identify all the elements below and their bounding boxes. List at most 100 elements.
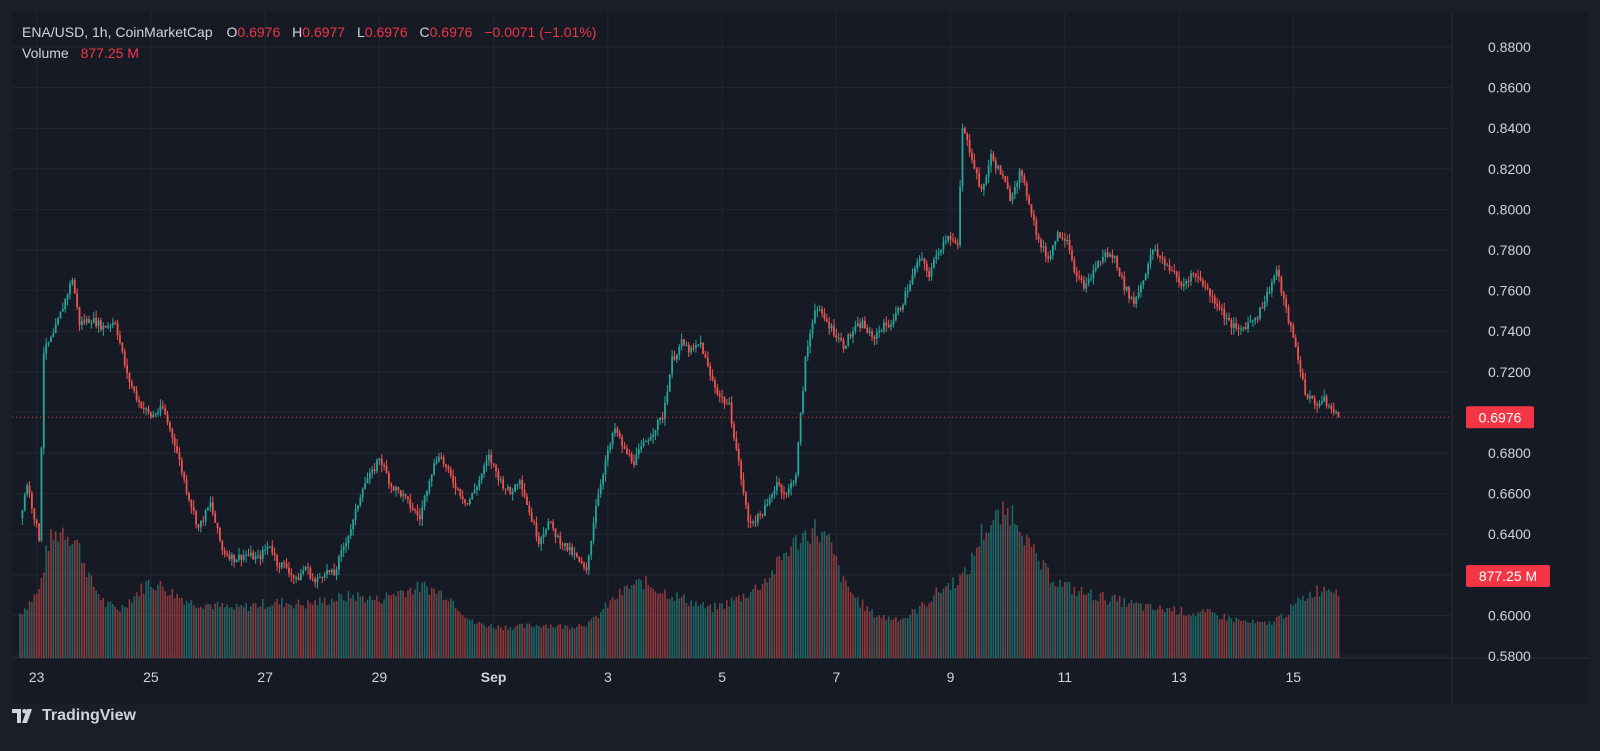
volume-bar bbox=[626, 585, 628, 658]
candle-body bbox=[799, 413, 802, 443]
volume-bar bbox=[1168, 608, 1171, 658]
volume-bar bbox=[733, 600, 735, 658]
volume-bar bbox=[278, 604, 281, 658]
symbol-label[interactable]: ENA/USD, 1h, CoinMarketCap bbox=[22, 24, 213, 40]
volume-bar bbox=[1183, 615, 1185, 658]
candle-body bbox=[752, 521, 754, 523]
candle-body bbox=[219, 527, 221, 541]
volume-legend: Volume 877.25 M bbox=[22, 45, 139, 61]
candle-body bbox=[1149, 254, 1152, 264]
candle-body bbox=[1230, 320, 1233, 328]
candle-body bbox=[852, 331, 854, 337]
volume-bar bbox=[935, 587, 938, 658]
candle-body bbox=[906, 291, 909, 293]
candle-body bbox=[138, 399, 140, 403]
candle-body bbox=[1109, 254, 1111, 257]
candle-body bbox=[844, 345, 847, 349]
volume-bar bbox=[123, 607, 126, 658]
candle-body bbox=[471, 492, 474, 500]
volume-bar bbox=[940, 593, 942, 658]
volume-bar bbox=[1249, 622, 1252, 658]
volume-label[interactable]: Volume bbox=[22, 45, 69, 61]
volume-bar bbox=[104, 606, 107, 658]
volume-bar bbox=[616, 598, 619, 658]
volume-bar bbox=[983, 540, 985, 658]
volume-bar bbox=[971, 552, 973, 658]
candle-body bbox=[621, 437, 624, 447]
candle-body bbox=[537, 536, 540, 545]
volume-bar bbox=[57, 541, 59, 658]
candle-body bbox=[559, 535, 562, 545]
volume-bar bbox=[162, 586, 164, 658]
candle-body bbox=[1259, 307, 1261, 319]
candle-body bbox=[288, 567, 290, 574]
candle-body bbox=[411, 507, 414, 510]
volume-bar bbox=[1209, 609, 1211, 658]
candle-body bbox=[780, 484, 783, 493]
candle-body bbox=[723, 397, 726, 404]
candle-body bbox=[442, 457, 445, 465]
candle-body bbox=[357, 505, 359, 510]
candle-body bbox=[599, 484, 602, 495]
candle-body bbox=[476, 487, 478, 491]
open-label: O bbox=[226, 24, 238, 40]
candle-body bbox=[283, 562, 286, 564]
volume-bar bbox=[1225, 620, 1228, 658]
volume-bar bbox=[54, 531, 57, 658]
volume-bar bbox=[283, 607, 285, 658]
candle-body bbox=[280, 562, 283, 568]
candle-body bbox=[1135, 297, 1138, 305]
volume-bar bbox=[316, 605, 319, 658]
volume-bar bbox=[1044, 563, 1047, 658]
candle-body bbox=[1180, 282, 1183, 287]
volume-bar bbox=[737, 595, 740, 658]
candle-body bbox=[1242, 327, 1245, 329]
volume-bar bbox=[664, 589, 666, 658]
candle-body bbox=[233, 554, 236, 563]
candle-body bbox=[171, 428, 174, 438]
candle-body bbox=[311, 578, 314, 580]
candle-body bbox=[83, 320, 86, 323]
volume-bar bbox=[145, 581, 147, 658]
volume-bar bbox=[966, 574, 969, 658]
volume-bar bbox=[33, 594, 36, 658]
candle-body bbox=[1094, 267, 1097, 271]
volume-bar bbox=[1018, 531, 1021, 658]
volume-bar bbox=[1206, 609, 1209, 658]
candle-body bbox=[1213, 296, 1216, 304]
volume-bar bbox=[826, 535, 828, 658]
tradingview-brand[interactable]: TradingView bbox=[12, 706, 136, 726]
candle-body bbox=[61, 309, 64, 312]
volume-bar bbox=[1240, 620, 1242, 658]
volume-bar bbox=[240, 605, 243, 658]
volume-bar bbox=[654, 591, 657, 658]
candle-body bbox=[1201, 279, 1204, 286]
candle-body bbox=[1052, 245, 1054, 256]
volume-bar bbox=[314, 600, 316, 658]
time-axis-tick-label: 11 bbox=[1058, 669, 1073, 685]
price-chart-pane[interactable]: 0.8800 0.8600 0.8400 0.8200 0.8000 0.7800 0.76… bbox=[12, 12, 1588, 703]
volume-bar bbox=[1066, 582, 1068, 658]
candle-body bbox=[864, 320, 866, 329]
candle-body bbox=[130, 382, 133, 387]
time-axis-tick-label: 25 bbox=[143, 669, 159, 685]
candle-body bbox=[52, 333, 55, 337]
volume-bar bbox=[999, 524, 1002, 658]
volume-bar bbox=[652, 588, 654, 658]
volume-bar bbox=[1154, 610, 1157, 658]
volume-bar bbox=[454, 608, 457, 658]
candle-body bbox=[792, 482, 795, 484]
candle-body bbox=[647, 440, 650, 442]
volume-bar bbox=[407, 590, 409, 658]
candle-body bbox=[214, 513, 217, 523]
volume-bar bbox=[571, 627, 573, 658]
volume-bar bbox=[1299, 599, 1302, 658]
volume-bar bbox=[1330, 591, 1333, 658]
volume-bar bbox=[849, 591, 852, 658]
candle-body bbox=[1028, 196, 1031, 205]
candle-body bbox=[169, 422, 171, 429]
candlestick-chart[interactable]: 0.8800 0.8600 0.8400 0.8200 0.8000 0.7800 0.76… bbox=[12, 12, 1588, 703]
volume-bar bbox=[1332, 592, 1335, 658]
candle-body bbox=[1335, 411, 1338, 413]
candle-body bbox=[1004, 176, 1007, 183]
